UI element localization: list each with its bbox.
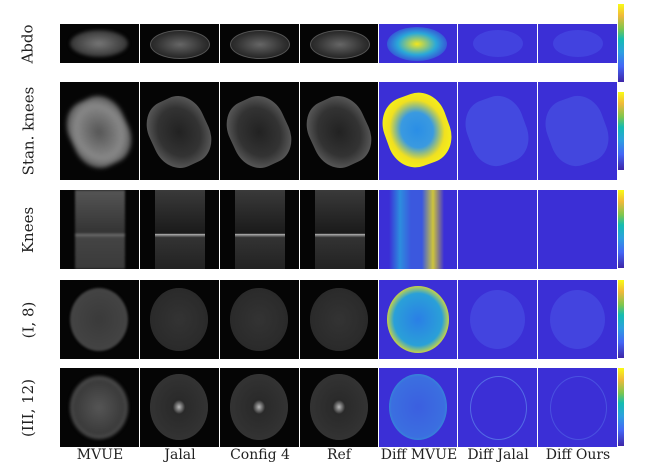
column-label-diff-ours: Diff Ours	[545, 447, 611, 463]
image-i8-ref	[300, 280, 378, 359]
colorbar-stan-knees	[618, 92, 624, 170]
row-label-text: (I, 8)	[19, 301, 37, 338]
image-knees-ref	[300, 190, 378, 269]
image-i8-mvue	[60, 280, 139, 359]
column-label-jalal: Jalal	[164, 447, 196, 463]
colorbar-knees	[618, 190, 624, 268]
image-knees-config4	[220, 190, 299, 269]
image-abdo-mvue	[60, 24, 139, 63]
image-abdo-diff-jalal	[458, 24, 537, 63]
image-i8-diff-ours	[538, 280, 617, 359]
column-label-mvue: MVUE	[76, 447, 124, 463]
image-iii12-diff-mvue	[379, 368, 457, 447]
colorbar-abdo	[618, 4, 624, 82]
image-knees-diff-ours	[538, 190, 617, 269]
row-label-abdo: Abdo	[0, 24, 56, 64]
row-label-knees: Knees	[0, 190, 56, 269]
image-abdo-ref	[300, 24, 378, 63]
image-abdo-diff-ours	[538, 24, 617, 63]
image-iii12-config4	[220, 368, 299, 447]
image-i8-diff-jalal	[458, 280, 537, 359]
image-knees-diff-mvue	[379, 190, 457, 269]
image-knees-mvue	[60, 190, 139, 269]
image-iii12-jalal	[140, 368, 219, 447]
row-label-text: Knees	[18, 206, 37, 253]
image-i8-config4	[220, 280, 299, 359]
column-label-diff-jalal: Diff Jalal	[467, 447, 529, 463]
image-stan-knees-diff-ours	[538, 82, 617, 180]
image-stan-knees-mvue	[60, 82, 139, 180]
row-label-i-8: (I, 8)	[0, 280, 56, 359]
image-abdo-jalal	[140, 24, 219, 63]
column-label-diff-mvue: Diff MVUE	[380, 447, 458, 463]
image-abdo-config4	[220, 24, 299, 63]
image-stan-knees-ref	[300, 82, 378, 180]
image-knees-jalal	[140, 190, 219, 269]
image-i8-jalal	[140, 280, 219, 359]
image-stan-knees-jalal	[140, 82, 219, 180]
colorbar-i8	[618, 280, 624, 358]
row-label-text: (III, 12)	[19, 378, 38, 437]
column-label-config4: Config 4	[230, 447, 290, 463]
image-iii12-ref	[300, 368, 378, 447]
image-knees-diff-jalal	[458, 190, 537, 269]
colorbar-iii12	[618, 368, 624, 446]
image-stan-knees-diff-jalal	[458, 82, 537, 180]
image-abdo-diff-mvue	[379, 24, 457, 63]
image-stan-knees-diff-mvue	[379, 82, 457, 180]
image-i8-diff-mvue	[379, 280, 457, 359]
image-iii12-diff-jalal	[458, 368, 537, 447]
row-label-text: Abdo	[18, 24, 37, 64]
row-label-text: Stan. knees	[19, 86, 37, 176]
image-iii12-mvue	[60, 368, 139, 447]
row-label-iii-12: (III, 12)	[0, 368, 56, 447]
row-label-stan-knees: Stan. knees	[0, 82, 56, 180]
image-iii12-diff-ours	[538, 368, 617, 447]
image-stan-knees-config4	[220, 82, 299, 180]
column-label-ref: Ref	[326, 447, 351, 463]
